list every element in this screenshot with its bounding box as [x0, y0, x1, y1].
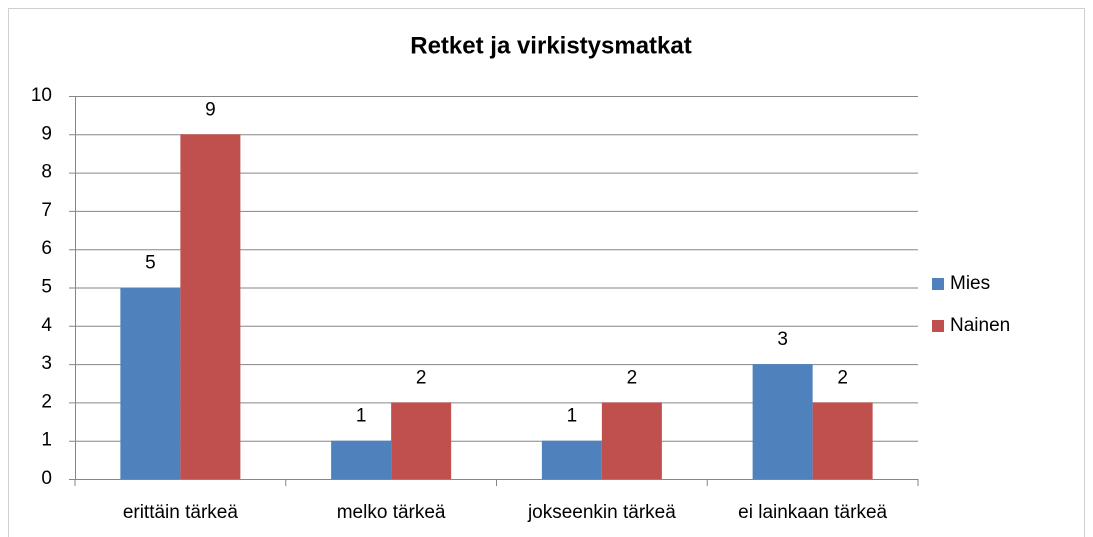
bar: [331, 440, 392, 479]
bar: [180, 134, 241, 480]
y-tick-label: 8: [41, 162, 52, 183]
legend-swatch: [932, 278, 944, 290]
y-tick-label: 9: [41, 123, 52, 144]
data-label: 1: [567, 406, 578, 427]
y-tick-label: 3: [41, 353, 52, 374]
data-label: 2: [416, 367, 427, 388]
chart-frame: [8, 8, 1085, 537]
x-tick-label: erittäin tärkeä: [123, 502, 239, 523]
y-tick-label: 1: [41, 430, 52, 451]
bar: [752, 364, 813, 479]
data-label: 2: [627, 367, 638, 388]
chart-title: Retket ja virkistysmatkat: [410, 32, 691, 59]
y-tick-label: 2: [41, 391, 52, 412]
legend-swatch: [932, 320, 944, 332]
x-tick-label: melko tärkeä: [337, 502, 446, 523]
data-label: 3: [777, 329, 788, 350]
y-tick-label: 5: [41, 277, 52, 298]
y-tick-label: 4: [41, 315, 52, 336]
data-label: 5: [145, 253, 156, 274]
legend-label: Mies: [950, 273, 990, 294]
y-tick-label: 7: [41, 200, 52, 221]
y-tick-label: 0: [41, 468, 52, 489]
legend-label: Nainen: [950, 315, 1010, 336]
data-label: 1: [356, 406, 367, 427]
bar: [812, 402, 873, 479]
y-tick-label: 10: [31, 85, 52, 106]
bar: [391, 402, 452, 479]
bar: [541, 440, 602, 479]
x-tick-label: jokseenkin tärkeä: [527, 502, 676, 523]
data-label: 9: [205, 99, 216, 120]
data-label: 2: [837, 367, 848, 388]
bar: [120, 287, 181, 479]
bar: [601, 402, 662, 479]
x-tick-label: ei lainkaan tärkeä: [738, 502, 887, 523]
y-tick-label: 6: [41, 238, 52, 259]
